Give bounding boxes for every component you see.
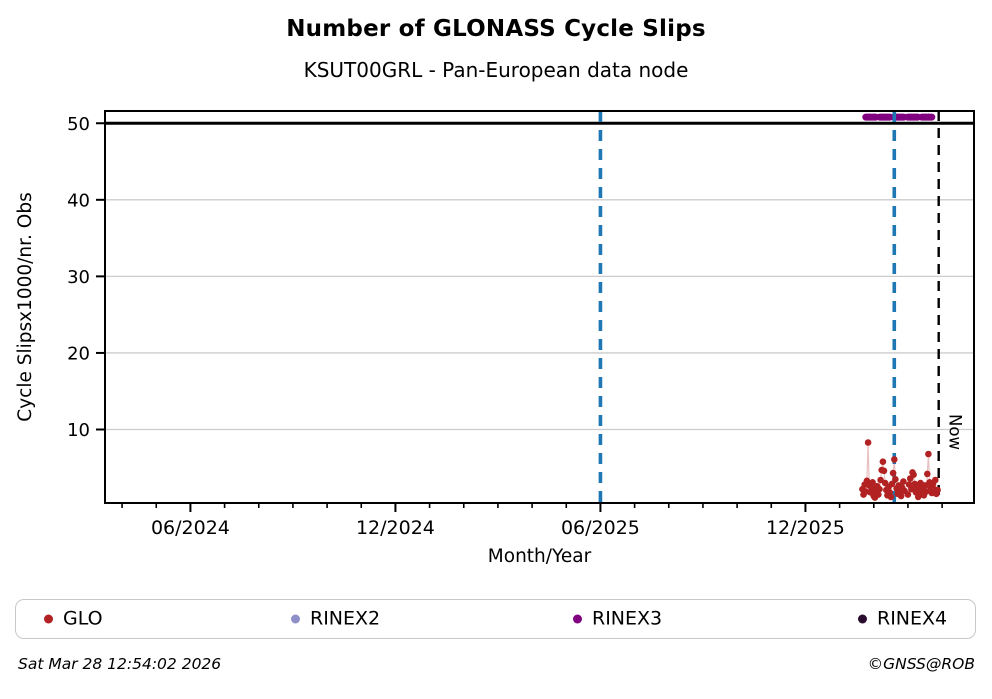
x-tick-label: 12/2024 <box>356 517 435 539</box>
legend-item-rinex4: RINEX4 <box>858 607 948 630</box>
glo-data-point <box>888 480 896 488</box>
x-tick-label: 12/2025 <box>766 517 845 539</box>
legend-label-rinex3: RINEX3 <box>592 607 663 630</box>
glo-data-point <box>891 456 898 463</box>
glo-data-point <box>924 470 931 478</box>
x-tick-label: 06/2024 <box>151 517 230 539</box>
glo-data-point <box>869 479 876 486</box>
y-tick-label: 20 <box>67 343 90 364</box>
glo-data-point <box>932 476 939 484</box>
legend-label-rinex4: RINEX4 <box>877 607 948 630</box>
copyright-credit: ©GNSS@ROB <box>867 655 975 673</box>
y-tick-label: 50 <box>67 114 90 135</box>
legend-item-glo: GLO <box>44 607 103 630</box>
glo-data-point <box>875 491 882 498</box>
x-tick-label: 06/2025 <box>561 517 640 539</box>
rinex2-marker-icon <box>291 614 300 624</box>
glo-data-point <box>922 488 930 495</box>
y-tick-label: 10 <box>67 420 90 441</box>
page-subtitle: KSUT00GRL - Pan-European data node <box>303 58 689 82</box>
legend-item-rinex3: RINEX3 <box>573 607 663 630</box>
glo-data-point <box>887 493 895 501</box>
glo-data-point <box>889 469 897 477</box>
glo-data-point <box>879 458 887 466</box>
glo-data-point <box>897 492 905 500</box>
glo-data-point <box>892 476 899 483</box>
legend-item-rinex2: RINEX2 <box>291 607 381 630</box>
glo-data-point <box>910 471 917 479</box>
glo-data-point <box>900 478 907 485</box>
legend: GLO RINEX2 RINEX3 RINEX4 <box>15 599 976 639</box>
rinex3-marker-icon <box>573 614 582 624</box>
glo-data-point <box>864 439 872 446</box>
glo-data-point <box>934 486 941 494</box>
rinex4-marker-icon <box>858 614 867 624</box>
y-axis-label: Cycle Slipsx1000/nr. Obs <box>15 192 36 421</box>
x-axis-label: Month/Year <box>488 546 592 567</box>
plot-timestamp: Sat Mar 28 12:54:02 2026 <box>18 655 222 673</box>
legend-label-rinex2: RINEX2 <box>310 607 381 630</box>
glo-marker-icon <box>44 614 53 624</box>
glo-data-point <box>876 485 883 493</box>
now-label: Now <box>946 414 965 450</box>
glo-data-point <box>904 491 912 498</box>
page-title: Number of GLONASS Cycle Slips <box>286 16 706 42</box>
plot-border <box>104 110 975 504</box>
y-tick-label: 40 <box>67 190 90 211</box>
legend-label-glo: GLO <box>63 607 103 630</box>
glo-data-point <box>925 450 932 458</box>
y-tick-label: 30 <box>67 267 90 288</box>
glo-data-point <box>880 467 888 475</box>
